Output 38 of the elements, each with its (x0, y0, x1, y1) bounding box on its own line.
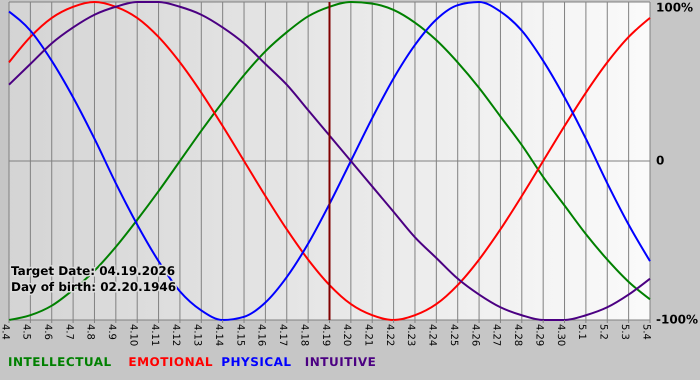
x-tick-label: 4.23 (405, 324, 416, 346)
x-tick-label: 4.10 (127, 324, 138, 346)
x-tick-label: 4.17 (277, 324, 288, 346)
x-tick-label: 4.9 (106, 324, 118, 340)
x-tick-label: 4.28 (512, 324, 524, 346)
x-tick-label: 4.12 (170, 324, 182, 346)
x-tick-label: 4.24 (426, 324, 438, 346)
x-tick-label: 4.11 (148, 324, 160, 346)
x-tick-label: 5.2 (598, 324, 609, 340)
text: INTUITIVE (304, 355, 376, 369)
x-tick-label: 4.16 (256, 324, 267, 346)
x-tick-label: 4.20 (341, 324, 352, 346)
x-tick-label: 4.22 (384, 324, 395, 346)
x-tick-label: 4.13 (192, 324, 203, 346)
text: EMOTIONAL (128, 355, 214, 369)
x-tick-label: 4.27 (490, 324, 502, 346)
x-tick-label: 4.6 (42, 324, 53, 340)
x-tick-label: 4.5 (20, 324, 32, 340)
x-tick-label: 4.7 (63, 324, 74, 340)
text: INTELLECTUAL (8, 355, 112, 369)
x-tick-label: 5.4 (640, 324, 652, 340)
x-tick-label: 4.30 (554, 324, 566, 346)
y-tick-label: 0 (656, 153, 664, 168)
text: PHYSICAL (221, 355, 292, 369)
x-tick-label: 4.8 (84, 324, 96, 340)
x-tick-label: 4.4 (0, 324, 10, 340)
x-tick-label: 4.19 (320, 324, 331, 346)
y-tick-label: -100% (656, 312, 698, 326)
x-tick-label: 4.14 (212, 324, 224, 346)
x-tick-label: 4.21 (362, 324, 374, 346)
x-tick-label: 4.15 (234, 324, 246, 346)
x-tick-label: 4.29 (533, 324, 544, 346)
x-tick-label: 4.18 (298, 324, 310, 346)
x-tick-label: 4.25 (448, 324, 459, 346)
x-tick-label: 4.26 (469, 324, 480, 346)
x-tick-label: 5.3 (618, 324, 630, 340)
y-tick-label: 100% (656, 0, 694, 14)
x-tick-label: 5.1 (576, 324, 588, 340)
